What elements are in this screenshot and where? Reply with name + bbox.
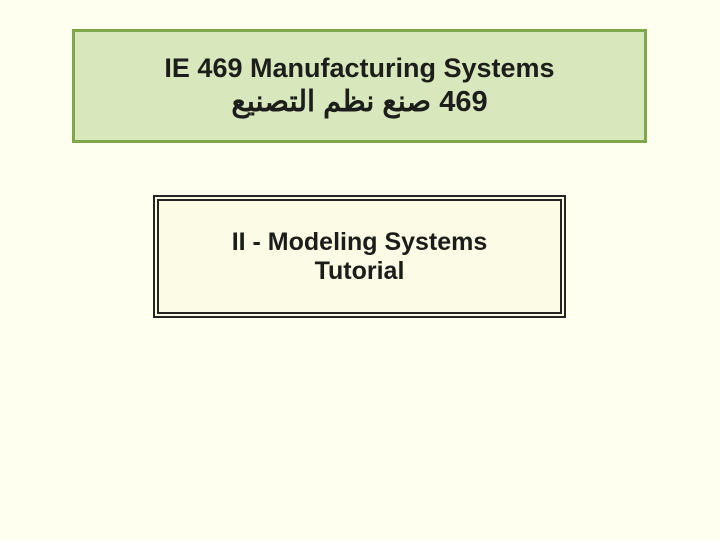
slide: IE 469 Manufacturing Systems 469 صنع نظم… bbox=[0, 0, 720, 540]
course-title-arabic: 469 صنع نظم التصنيع bbox=[231, 84, 487, 119]
subtitle-line-2: Tutorial bbox=[315, 257, 405, 286]
course-title-english: IE 469 Manufacturing Systems bbox=[164, 53, 554, 84]
title-box: IE 469 Manufacturing Systems 469 صنع نظم… bbox=[72, 29, 647, 143]
subtitle-box: II - Modeling Systems Tutorial bbox=[153, 195, 566, 318]
subtitle-line-1: II - Modeling Systems bbox=[232, 228, 488, 257]
